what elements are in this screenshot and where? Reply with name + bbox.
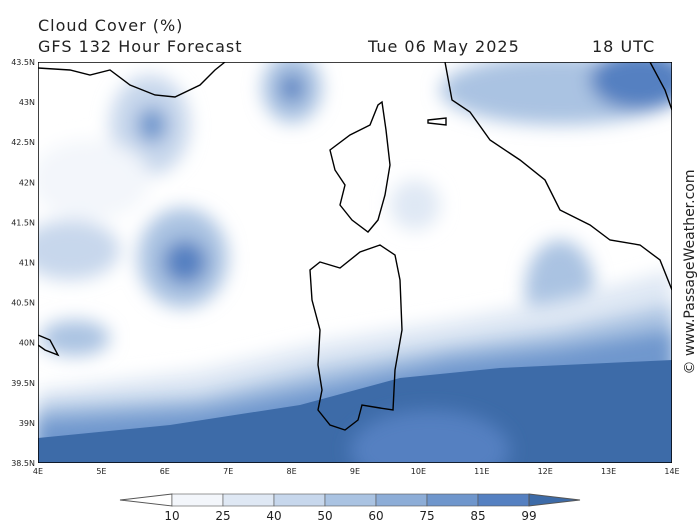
lon-label: 13E <box>601 467 616 476</box>
colorbar-label: 85 <box>470 509 485 523</box>
lon-label: 11E <box>474 467 489 476</box>
lat-label: 43N <box>19 98 35 107</box>
colorbar-label: 99 <box>521 509 536 523</box>
lat-label: 40.5N <box>11 299 35 308</box>
colorbar-arrow <box>528 493 581 507</box>
watermark: © www.PassageWeather.com <box>682 169 698 374</box>
colorbar-label: 75 <box>419 509 434 523</box>
time: 18 UTC <box>592 37 655 56</box>
lat-label: 43.5N <box>11 58 35 67</box>
subtitle: GFS 132 Hour Forecast <box>38 37 243 56</box>
lon-label: 7E <box>223 467 233 476</box>
colorbar-label: 10 <box>164 509 179 523</box>
map <box>38 62 672 463</box>
lat-label: 40N <box>19 339 35 348</box>
colorbar-label: 25 <box>215 509 230 523</box>
colorbar-box <box>324 493 377 507</box>
lon-label: 8E <box>287 467 297 476</box>
lon-label: 9E <box>350 467 360 476</box>
lat-label: 38.5N <box>11 459 35 468</box>
colorbar-box <box>375 493 428 507</box>
colorbar: 10 25 40 50 60 75 85 99 <box>119 493 581 523</box>
lon-label: 14E <box>664 467 679 476</box>
colorbar-label: 50 <box>317 509 332 523</box>
lon-label: 12E <box>538 467 553 476</box>
lat-label: 41.5N <box>11 218 35 227</box>
colorbar-box <box>222 493 275 507</box>
colorbar-box <box>426 493 479 507</box>
colorbar-box <box>171 493 224 507</box>
lat-labels: 43.5N 43N 42.5N 42N 41.5N 41N 40.5N 40N 39.5N 39N… <box>11 58 35 468</box>
lon-label: 10E <box>411 467 426 476</box>
colorbar-label: 60 <box>368 509 383 523</box>
lat-label: 41N <box>19 259 35 268</box>
lat-label: 39N <box>19 419 35 428</box>
lat-label: 42.5N <box>11 138 35 147</box>
lon-label: 6E <box>160 467 170 476</box>
date: Tue 06 May 2025 <box>367 37 520 56</box>
lon-label: 5E <box>96 467 106 476</box>
colorbar-box <box>477 493 530 507</box>
lat-label: 39.5N <box>11 379 35 388</box>
lon-labels: 4E 5E 6E 7E 8E 9E 10E 11E 12E 13E 14E <box>33 467 680 476</box>
colorbar-label: 40 <box>266 509 281 523</box>
lon-label: 4E <box>33 467 43 476</box>
lat-label: 42N <box>19 178 35 187</box>
colorbar-box <box>273 493 326 507</box>
colorbar-arrow <box>119 493 173 507</box>
title: Cloud Cover (%) <box>38 16 183 35</box>
